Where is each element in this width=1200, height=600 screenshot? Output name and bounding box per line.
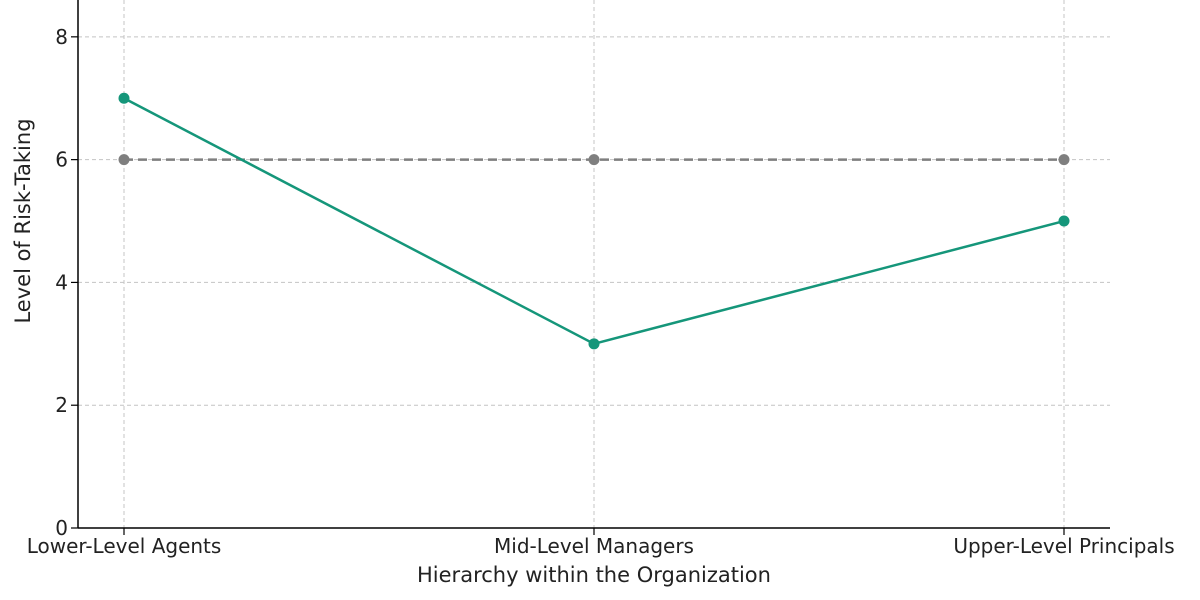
data-point [1058, 215, 1070, 227]
grid [78, 0, 1110, 528]
y-tick-label: 2 [55, 393, 68, 417]
x-tick-label: Mid-Level Managers [494, 534, 694, 558]
x-axis-label: Hierarchy within the Organization [417, 563, 771, 587]
x-tick-label: Lower-Level Agents [27, 534, 222, 558]
series-1 [118, 154, 1070, 166]
y-tick-label: 0 [55, 516, 68, 540]
data-point [588, 154, 600, 166]
data-point [118, 92, 130, 104]
data-point [118, 154, 130, 166]
data-point [588, 338, 600, 350]
series [118, 92, 1070, 350]
y-tick-label: 6 [55, 148, 68, 172]
ticks: 0 2 4 6 8 Lower-Level Agents Mid-Level Manager… [27, 25, 1175, 558]
x-tick-label: Upper-Level Principals [953, 534, 1174, 558]
data-point [1058, 154, 1070, 166]
y-tick-label: 8 [55, 25, 68, 49]
series-0 [118, 92, 1070, 350]
y-axis-label: Level of Risk-Taking [11, 118, 35, 323]
y-tick-label: 4 [55, 270, 68, 294]
